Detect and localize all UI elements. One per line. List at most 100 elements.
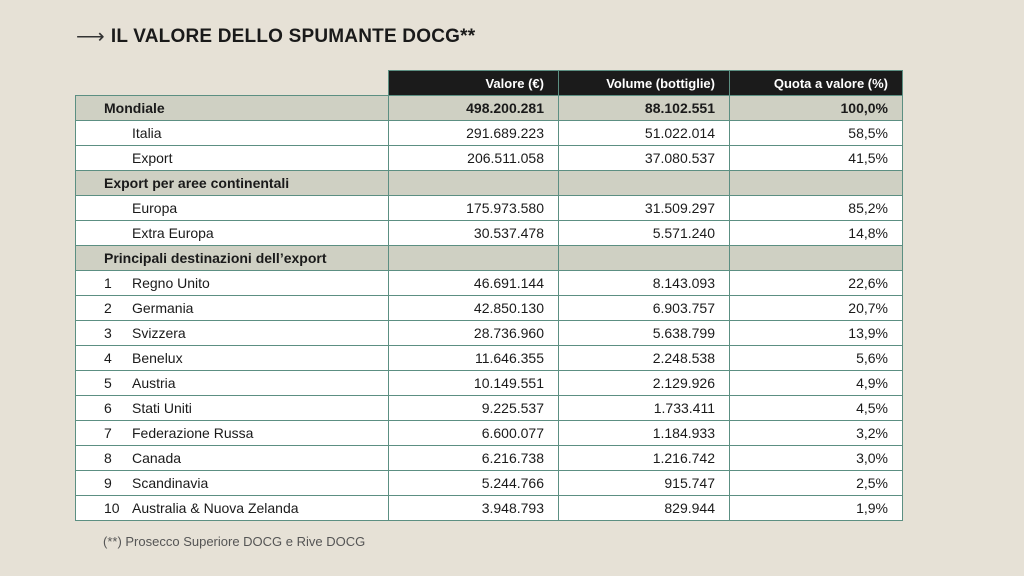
valore-cell: 3.948.793 [388, 495, 559, 521]
rank-number: 2 [104, 300, 112, 316]
row-label-cell: Europa [75, 195, 389, 221]
rank-number: 5 [104, 375, 112, 391]
volume-cell [558, 245, 730, 271]
table-row: 5 Austria 10.149.551 2.129.926 4,9% [75, 370, 903, 396]
valore-cell [388, 245, 559, 271]
valore-cell: 6.600.077 [388, 420, 559, 446]
valore-cell: 6.216.738 [388, 445, 559, 471]
section-row: Principali destinazioni dell’export [75, 245, 903, 271]
volume-cell: 51.022.014 [558, 120, 730, 146]
volume-cell: 1.733.411 [558, 395, 730, 421]
valore-cell: 175.973.580 [388, 195, 559, 221]
header-valore: Valore (€) [388, 70, 559, 96]
row-label-cell: 1 Regno Unito [75, 270, 389, 296]
quota-cell: 41,5% [729, 145, 903, 171]
table-row: Extra Europa 30.537.478 5.571.240 14,8% [75, 220, 903, 246]
rank-number: 1 [104, 275, 112, 291]
quota-cell: 1,9% [729, 495, 903, 521]
volume-cell: 88.102.551 [558, 95, 730, 121]
valore-cell: 206.511.058 [388, 145, 559, 171]
title-text: IL VALORE DELLO SPUMANTE DOCG** [110, 25, 476, 47]
row-label-cell: 8 Canada [75, 445, 389, 471]
quota-cell: 85,2% [729, 195, 903, 221]
section-row: Export per aree continentali [75, 170, 903, 196]
row-label: Federazione Russa [132, 425, 254, 441]
valore-cell [388, 170, 559, 196]
row-label-cell: 2 Germania [75, 295, 389, 321]
row-label: Scandinavia [132, 475, 209, 491]
volume-cell: 37.080.537 [558, 145, 730, 171]
row-label: Germania [132, 300, 194, 316]
quota-cell: 3,0% [729, 445, 903, 471]
row-label: Benelux [132, 350, 183, 366]
quota-cell: 5,6% [729, 345, 903, 371]
table-row: 1 Regno Unito 46.691.144 8.143.093 22,6% [75, 270, 903, 296]
rank-number: 8 [104, 450, 112, 466]
row-label-cell: 6 Stati Uniti [75, 395, 389, 421]
row-label-cell: 5 Austria [75, 370, 389, 396]
valore-cell: 42.850.130 [388, 295, 559, 321]
row-label: Austria [132, 375, 176, 391]
row-label: Europa [132, 200, 178, 216]
quota-cell: 58,5% [729, 120, 903, 146]
valore-cell: 5.244.766 [388, 470, 559, 496]
quota-cell: 20,7% [729, 295, 903, 321]
table-row: 9 Scandinavia 5.244.766 915.747 2,5% [75, 470, 903, 496]
header-row: Valore (€) Volume (bottiglie) Quota a va… [75, 70, 903, 96]
row-label: Canada [132, 450, 182, 466]
quota-cell: 4,5% [729, 395, 903, 421]
volume-cell: 6.903.757 [558, 295, 730, 321]
table-row: 10 Australia & Nuova Zelanda 3.948.793 829.… [75, 495, 903, 521]
table-body: Mondiale 498.200.281 88.102.551 100,0% Itali… [75, 95, 903, 521]
table-row: Export 206.511.058 37.080.537 41,5% [75, 145, 903, 171]
arrow-right-icon: ⟶ [76, 26, 105, 48]
volume-cell: 1.216.742 [558, 445, 730, 471]
section-label: Export per aree continentali [104, 175, 290, 191]
row-label-cell: 4 Benelux [75, 345, 389, 371]
volume-cell: 8.143.093 [558, 270, 730, 296]
volume-cell: 5.638.799 [558, 320, 730, 346]
rank-number: 4 [104, 350, 112, 366]
row-label: Stati Uniti [132, 400, 192, 416]
valore-cell: 498.200.281 [388, 95, 559, 121]
header-empty-cell [75, 70, 389, 96]
row-label-cell: 10 Australia & Nuova Zelanda [75, 495, 389, 521]
row-label-cell: Italia [75, 120, 389, 146]
valore-cell: 291.689.223 [388, 120, 559, 146]
volume-cell [558, 170, 730, 196]
quota-cell: 100,0% [729, 95, 903, 121]
page-title: ⟶ IL VALORE DELLO SPUMANTE DOCG** [76, 24, 475, 49]
table-row: 6 Stati Uniti 9.225.537 1.733.411 4,5% [75, 395, 903, 421]
volume-cell: 31.509.297 [558, 195, 730, 221]
valore-cell: 11.646.355 [388, 345, 559, 371]
rank-number: 10 [104, 500, 120, 516]
table-row: 4 Benelux 11.646.355 2.248.538 5,6% [75, 345, 903, 371]
volume-cell: 5.571.240 [558, 220, 730, 246]
rank-number: 6 [104, 400, 112, 416]
volume-cell: 1.184.933 [558, 420, 730, 446]
table-row: Europa 175.973.580 31.509.297 85,2% [75, 195, 903, 221]
row-label-cell: Mondiale [75, 95, 389, 121]
table-row: Italia 291.689.223 51.022.014 58,5% [75, 120, 903, 146]
rank-number: 7 [104, 425, 112, 441]
table-row: 2 Germania 42.850.130 6.903.757 20,7% [75, 295, 903, 321]
rank-number: 3 [104, 325, 112, 341]
table-row: 8 Canada 6.216.738 1.216.742 3,0% [75, 445, 903, 471]
section-label: Mondiale [104, 100, 165, 116]
valore-cell: 10.149.551 [388, 370, 559, 396]
quota-cell [729, 245, 903, 271]
quota-cell: 2,5% [729, 470, 903, 496]
quota-cell [729, 170, 903, 196]
valore-cell: 28.736.960 [388, 320, 559, 346]
row-label: Italia [132, 125, 162, 141]
section-label: Principali destinazioni dell’export [104, 250, 327, 266]
data-table: Valore (€) Volume (bottiglie) Quota a va… [75, 70, 903, 521]
volume-cell: 2.129.926 [558, 370, 730, 396]
footnote: (**) Prosecco Superiore DOCG e Rive DOCG [103, 534, 366, 549]
quota-cell: 4,9% [729, 370, 903, 396]
valore-cell: 9.225.537 [388, 395, 559, 421]
row-label-cell: 7 Federazione Russa [75, 420, 389, 446]
row-label: Regno Unito [132, 275, 210, 291]
table-row: 3 Svizzera 28.736.960 5.638.799 13,9% [75, 320, 903, 346]
row-label-cell: Principali destinazioni dell’export [75, 245, 389, 271]
